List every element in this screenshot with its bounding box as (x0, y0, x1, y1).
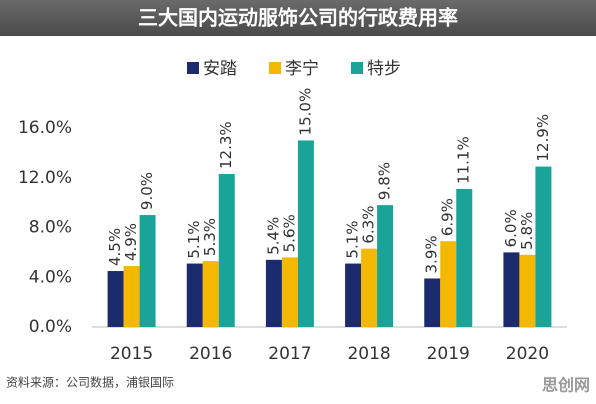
bar (123, 266, 140, 327)
legend-label: 安踏 (203, 59, 237, 79)
x-tick-label: 2020 (506, 344, 549, 364)
x-tick-label: 2015 (110, 344, 153, 364)
bar (139, 215, 156, 327)
y-tick-label: 8.0% (29, 218, 72, 238)
data-label: 5.1% (185, 220, 203, 258)
bar (440, 241, 457, 327)
data-label: 4.9% (122, 223, 140, 261)
bar (424, 278, 441, 327)
data-label: 12.3% (217, 121, 235, 169)
data-label: 9.0% (138, 172, 156, 210)
x-tick-label: 2017 (268, 344, 311, 364)
legend-label: 李宁 (285, 59, 319, 79)
y-tick-label: 12.0% (18, 168, 72, 188)
legend-swatch (269, 62, 281, 74)
data-label: 5.1% (344, 220, 362, 258)
y-tick-label: 4.0% (29, 267, 72, 287)
data-label: 6.3% (360, 206, 378, 244)
data-label: 9.8% (376, 162, 394, 200)
bar (519, 254, 536, 327)
data-label: 3.9% (423, 235, 441, 273)
bar (202, 261, 219, 327)
data-label: 12.9% (534, 114, 552, 162)
data-label: 6.0% (502, 209, 520, 247)
x-tick-label: 2019 (427, 344, 470, 364)
bar (456, 188, 473, 327)
bar (535, 166, 552, 327)
data-label: 4.5% (106, 228, 124, 266)
bar (297, 140, 314, 327)
watermark: 思创网 (542, 376, 590, 395)
bar (107, 271, 124, 327)
data-label: 11.1% (455, 136, 473, 184)
title-banner (0, 0, 596, 36)
data-label: 6.9% (439, 198, 457, 236)
bar (186, 263, 203, 327)
source-note: 资料来源：公司数据，浦银国际 (6, 375, 174, 390)
bar (265, 259, 282, 327)
legend-swatch (187, 62, 199, 74)
bar (345, 263, 362, 327)
data-label: 5.8% (518, 212, 536, 250)
bar (377, 205, 394, 327)
data-label: 5.4% (264, 217, 282, 255)
x-tick-label: 2018 (347, 344, 390, 364)
bar (361, 248, 378, 327)
data-label: 15.0% (296, 88, 314, 136)
bar (218, 174, 235, 327)
data-label: 5.3% (201, 218, 219, 256)
bar (503, 252, 520, 327)
bar (281, 257, 298, 327)
legend-label: 特步 (367, 59, 401, 79)
y-tick-label: 0.0% (29, 317, 72, 337)
y-tick-label: 16.0% (18, 118, 72, 138)
chart-title: 三大国内运动服饰公司的行政费用率 (138, 6, 458, 30)
x-tick-label: 2016 (189, 344, 232, 364)
legend-swatch (351, 62, 363, 74)
data-label: 5.6% (280, 214, 298, 252)
